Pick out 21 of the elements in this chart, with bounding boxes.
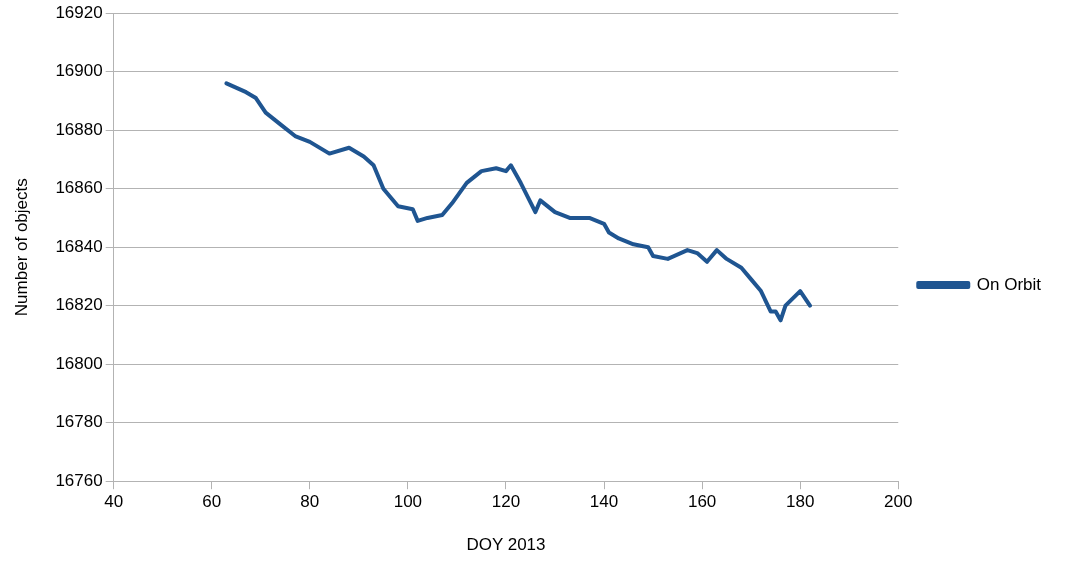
x-tick-label: 200 xyxy=(884,492,913,512)
x-axis-title: DOY 2013 xyxy=(466,535,546,555)
y-tick-label: 16840 xyxy=(55,236,103,256)
x-tick-label: 40 xyxy=(104,492,124,512)
y-axis-title: Number of objects xyxy=(11,178,31,317)
y-tick-label: 16780 xyxy=(55,412,103,432)
x-tick-label: 180 xyxy=(786,492,815,512)
y-tick-label: 16900 xyxy=(55,61,103,81)
x-tick-label: 60 xyxy=(202,492,222,512)
y-tick-label: 16880 xyxy=(55,119,103,139)
x-tick-label: 140 xyxy=(589,492,619,512)
legend-label: On Orbit xyxy=(976,274,1042,294)
y-tick-label: 16860 xyxy=(55,178,103,198)
y-tick-label: 16920 xyxy=(55,2,103,22)
y-tick-label: 16820 xyxy=(55,295,103,315)
x-tick-label: 80 xyxy=(300,492,320,512)
x-tick-label: 100 xyxy=(393,492,423,512)
y-tick-label: 16800 xyxy=(55,353,103,373)
y-tick-label: 16760 xyxy=(55,470,103,490)
x-tick-label: 120 xyxy=(491,492,521,512)
x-tick-label: 160 xyxy=(687,492,717,512)
